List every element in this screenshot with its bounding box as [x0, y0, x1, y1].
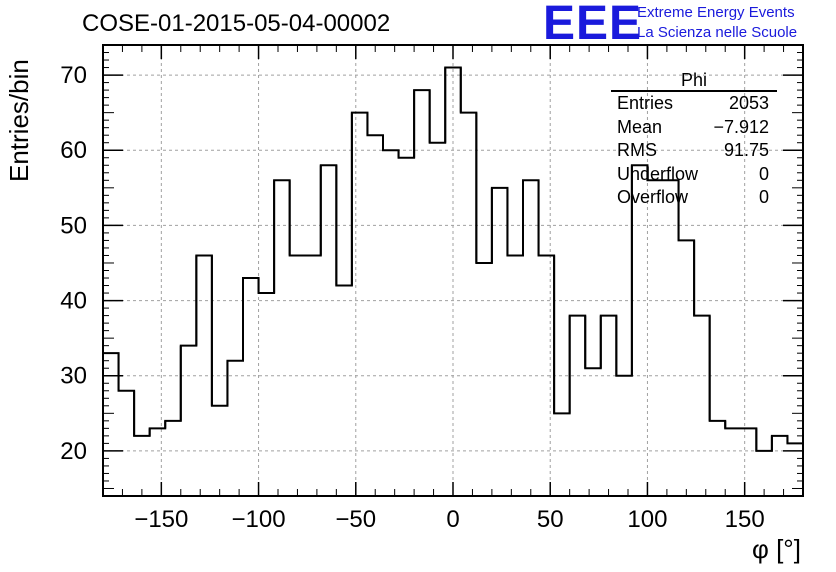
histogram-bin — [227, 361, 243, 496]
axis-ticks — [102, 44, 804, 496]
x-tick-label: −50 — [335, 506, 376, 533]
stats-value: 2053 — [728, 93, 769, 113]
stats-value: 0 — [758, 187, 769, 207]
logo-line-2: La Scienza nelle Scuole — [637, 24, 798, 41]
grid-lines — [103, 45, 803, 496]
stats-row-underflow: Underflow 0 — [611, 163, 777, 187]
y-tick-label: 50 — [60, 212, 87, 239]
stats-row-mean: Mean −7.912 — [611, 116, 777, 140]
histogram-bin — [710, 421, 726, 496]
histogram-bin — [336, 286, 352, 496]
stats-label: RMS — [617, 140, 657, 160]
histogram-bin — [741, 428, 757, 496]
x-tick-label: 0 — [446, 506, 459, 533]
x-tick-label: −150 — [134, 506, 188, 533]
histogram-bin — [663, 180, 679, 496]
histogram-bin — [321, 165, 337, 496]
stats-value: −7.912 — [713, 116, 769, 137]
eee-logo: EEE — [543, 0, 643, 50]
tick-labels: −150 −100 −50 0 50 100 150 20 30 40 50 60 70 — [60, 62, 764, 533]
histogram-bin — [259, 293, 275, 496]
histogram-bin — [367, 135, 383, 496]
histogram-bin — [461, 113, 477, 496]
stats-value: 0 — [758, 163, 769, 184]
stats-row-overflow: Overflow 0 — [611, 186, 777, 210]
y-tick-label: 70 — [60, 62, 87, 89]
histogram-bin — [476, 263, 492, 496]
histogram-bin — [679, 240, 695, 496]
histogram-bin — [430, 143, 446, 496]
histogram-bin — [725, 428, 741, 496]
histogram-bin — [243, 278, 259, 496]
y-tick-label: 60 — [60, 137, 87, 164]
logo-line-1: Extreme Energy Events — [637, 4, 795, 21]
stats-label: Overflow — [617, 187, 689, 207]
stats-label: Mean — [617, 116, 663, 137]
y-tick-label: 20 — [60, 438, 87, 465]
stats-row-entries: Entries 2053 — [611, 92, 777, 116]
x-tick-label: 50 — [537, 506, 564, 533]
histogram-bin — [165, 421, 181, 496]
histogram-bin — [134, 436, 150, 496]
histogram-bin — [119, 391, 135, 496]
histogram-bin — [383, 150, 399, 496]
histogram-bin — [492, 188, 508, 496]
histogram-bin — [772, 436, 788, 496]
histogram-bin — [539, 255, 555, 496]
y-axis-label: Entries/bin — [4, 59, 34, 182]
histogram-bin — [554, 413, 570, 496]
histogram-bin — [570, 316, 586, 496]
stats-box: Phi Entries 2053 Mean −7.912 RMS 91.75 U… — [611, 70, 777, 210]
histogram-bin — [601, 316, 617, 496]
stats-label: Entries — [617, 93, 674, 113]
x-tick-label: 100 — [627, 506, 667, 533]
histogram-bin — [399, 158, 415, 496]
histogram-bin — [196, 255, 212, 496]
stats-value: 91.75 — [723, 140, 769, 160]
histogram-bin — [616, 376, 632, 496]
histogram-bin — [414, 90, 430, 496]
y-tick-label: 40 — [60, 288, 87, 315]
stats-label: Underflow — [617, 163, 699, 184]
histogram-step-edges — [117, 67, 789, 451]
histogram-bin — [181, 346, 197, 496]
stats-row-rms: RMS 91.75 — [611, 139, 777, 163]
histogram-bin — [507, 255, 523, 496]
y-tick-label: 30 — [60, 363, 87, 390]
histogram-bin — [585, 368, 601, 496]
histogram-bin — [647, 180, 663, 496]
histogram-bin — [150, 428, 166, 496]
histogram-bin — [103, 353, 119, 496]
histogram-bin — [523, 180, 539, 496]
x-tick-label: −100 — [232, 506, 286, 533]
stats-title: Phi — [611, 70, 777, 92]
histogram-bin — [632, 165, 648, 496]
histogram-bin — [352, 113, 368, 496]
histogram-bin — [694, 316, 710, 496]
x-axis-label: φ [°] — [752, 534, 801, 564]
x-tick-label: 150 — [725, 506, 765, 533]
histogram-bin — [274, 180, 290, 496]
chart-title: COSE-01-2015-05-04-00002 — [82, 10, 391, 37]
